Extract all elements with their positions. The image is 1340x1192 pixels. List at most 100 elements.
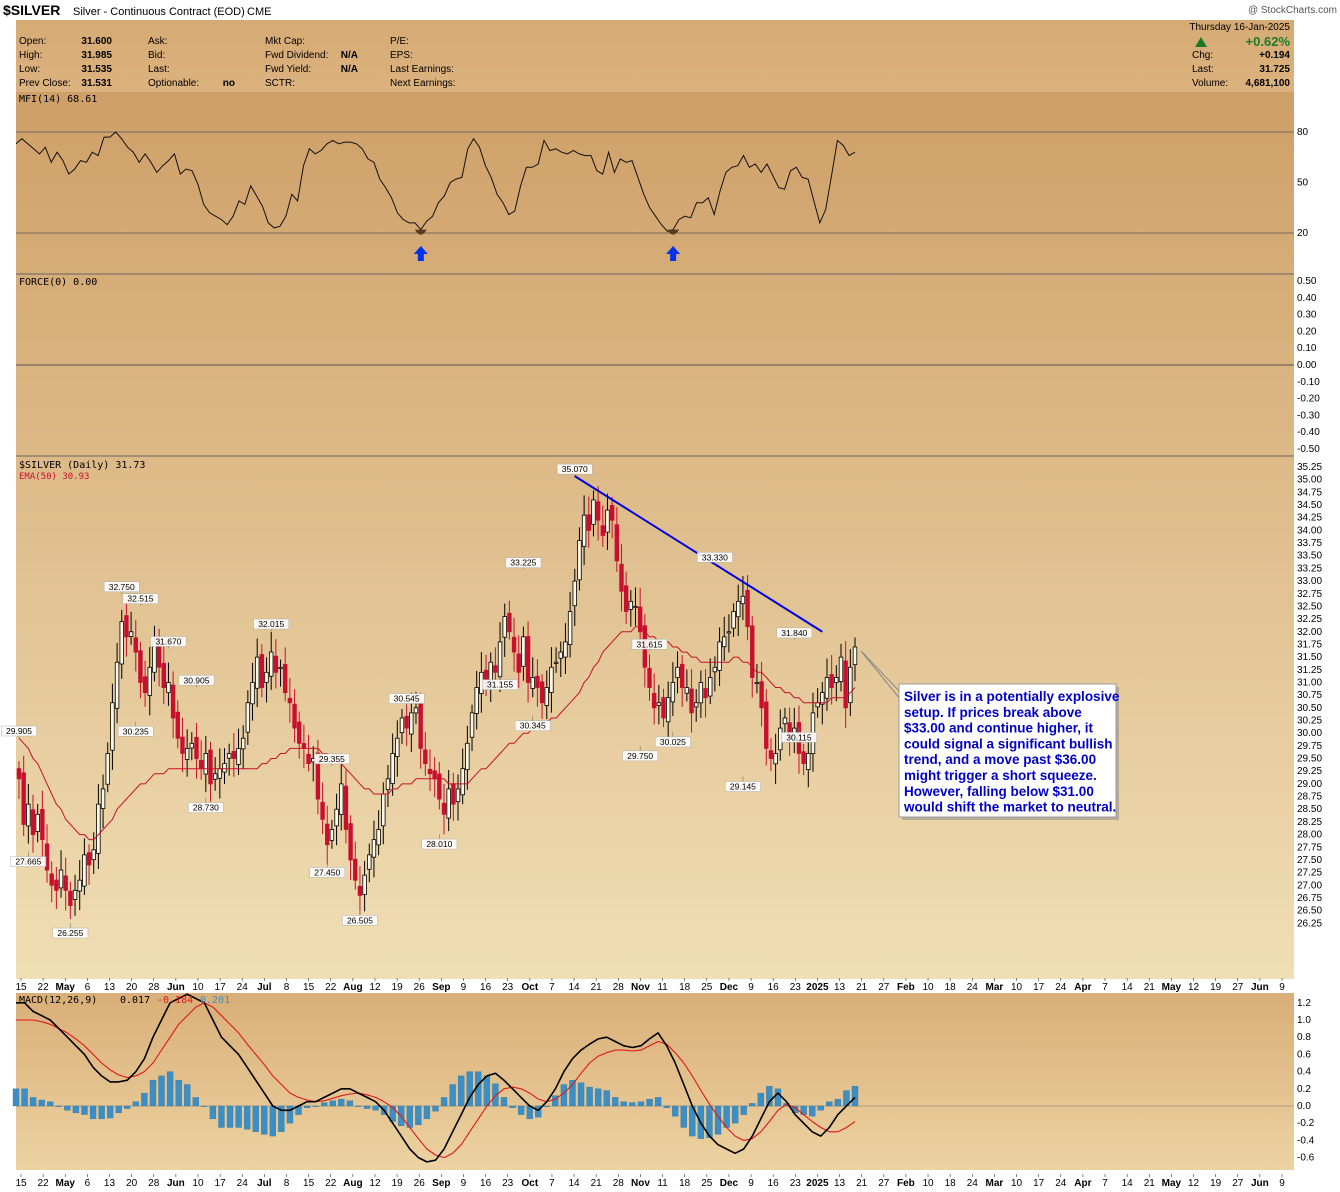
price-bar <box>605 509 610 533</box>
price-label: 33.330 <box>702 552 728 562</box>
quote-field-value: 4,681,100 <box>1246 78 1291 89</box>
x-axis-label: 7 <box>549 1178 555 1189</box>
macd-histogram-bar <box>303 1105 311 1108</box>
price-bar <box>820 692 825 705</box>
macd-histogram-bar <box>158 1075 165 1107</box>
x-axis-label: 2025 <box>806 982 829 993</box>
price-bar <box>68 890 73 906</box>
annotation-line: could signal a significant bullish <box>904 736 1113 751</box>
macd-histogram-bar <box>569 1080 576 1107</box>
price-tick: 27.50 <box>1297 855 1322 866</box>
price-label: 33.225 <box>510 558 536 568</box>
price-bar <box>782 717 788 725</box>
annotation-box: Silver is in a potentially explosivesetu… <box>860 650 1120 820</box>
price-bar <box>465 742 470 771</box>
price-tick: 30.50 <box>1297 703 1322 714</box>
price-tick: 32.25 <box>1297 614 1322 625</box>
price-label: 28.730 <box>193 803 219 813</box>
x-axis-label: Mar <box>986 1178 1004 1189</box>
price-tick: 31.50 <box>1297 652 1322 663</box>
macd-histogram-bar <box>714 1105 722 1135</box>
price-tick: 30.00 <box>1297 728 1322 739</box>
price-label: 35.070 <box>562 464 588 474</box>
macd-histogram-bar <box>440 1097 448 1107</box>
force-tick: -0.50 <box>1297 444 1320 455</box>
macd-histogram-bar <box>321 1102 328 1107</box>
macd-tick: -0.6 <box>1297 1153 1315 1164</box>
macd-histogram-bar <box>312 1105 319 1107</box>
price-bar <box>773 753 778 765</box>
price-label: 29.750 <box>627 751 653 761</box>
x-axis-label: 7 <box>549 982 555 993</box>
x-axis-label: 12 <box>369 982 381 993</box>
macd-histogram-bar <box>509 1105 516 1108</box>
x-axis-label: 24 <box>967 982 979 993</box>
macd-histogram-bar <box>149 1080 157 1107</box>
price-tick: 29.75 <box>1297 741 1322 752</box>
macd-histogram-bar <box>706 1105 713 1138</box>
price-bar <box>381 793 386 827</box>
price-bar <box>287 697 293 704</box>
quote-field-value: 31.535 <box>81 64 112 75</box>
price-bar <box>549 666 554 693</box>
macd-histogram-bar <box>132 1101 140 1107</box>
price-bar <box>231 751 237 759</box>
quote-date: Thursday 16-Jan-2025 <box>1189 22 1290 33</box>
price-bar <box>142 676 148 694</box>
annotation-line: Silver is in a potentially explosive <box>904 689 1120 704</box>
price-bar <box>544 687 549 706</box>
x-axis-label: 7 <box>1102 1178 1108 1189</box>
price-tick: 31.75 <box>1297 639 1322 650</box>
price-tick: 28.25 <box>1297 817 1322 828</box>
price-bar <box>539 681 545 704</box>
price-bar <box>189 742 195 749</box>
quote-field-value: 31.725 <box>1259 64 1290 75</box>
price-label-box <box>482 679 518 690</box>
price-label-box <box>342 915 378 926</box>
macd-histogram-bar <box>346 1100 354 1107</box>
x-axis-label: 24 <box>1055 982 1067 993</box>
price-bar <box>371 839 377 858</box>
price-bar <box>535 675 540 688</box>
quote-field-label: EPS: <box>390 50 413 61</box>
price-bar <box>577 540 582 581</box>
price-bar <box>133 637 138 653</box>
watermark: @ StockCharts.com <box>1248 5 1337 16</box>
force-tick: 0.40 <box>1297 293 1317 304</box>
mfi-oversold-shade <box>667 229 680 235</box>
price-bar <box>665 697 671 723</box>
price-bar <box>138 650 143 683</box>
price-label: 29.905 <box>6 726 32 736</box>
macd-histogram-bar <box>740 1105 747 1115</box>
price-tick: 31.25 <box>1297 665 1322 676</box>
price-label-box <box>150 636 187 647</box>
macd-histogram-bar <box>115 1105 122 1114</box>
quote-field-label: Bid: <box>148 50 165 61</box>
price-bar <box>838 656 844 682</box>
x-axis-label: Jul <box>257 982 272 993</box>
mfi-tick: 80 <box>1297 127 1309 138</box>
x-axis-label: Jul <box>257 1178 272 1189</box>
price-bar <box>679 663 685 688</box>
macd-histogram-bar <box>834 1098 842 1107</box>
x-axis-label: 27 <box>1232 982 1244 993</box>
price-bar <box>325 823 330 846</box>
price-bar <box>829 674 834 688</box>
x-axis-label: 9 <box>1279 1178 1285 1189</box>
price-bar <box>278 666 283 669</box>
x-axis-label: 8 <box>284 1178 290 1189</box>
price-bar <box>418 701 423 749</box>
price-label: 28.010 <box>426 839 452 849</box>
x-axis-label: 27 <box>878 982 890 993</box>
price-bar <box>581 514 587 547</box>
macd-histogram-bar <box>637 1101 645 1107</box>
price-bar <box>30 809 36 835</box>
price-tick: 33.00 <box>1297 576 1322 587</box>
force-tick: 0.10 <box>1297 343 1317 354</box>
macd-histogram-bar <box>654 1097 662 1107</box>
price-bar <box>283 664 288 694</box>
price-label-box <box>505 557 542 568</box>
price-bar <box>712 666 718 673</box>
price-tick: 35.25 <box>1297 462 1322 473</box>
price-tick: 32.50 <box>1297 601 1322 612</box>
